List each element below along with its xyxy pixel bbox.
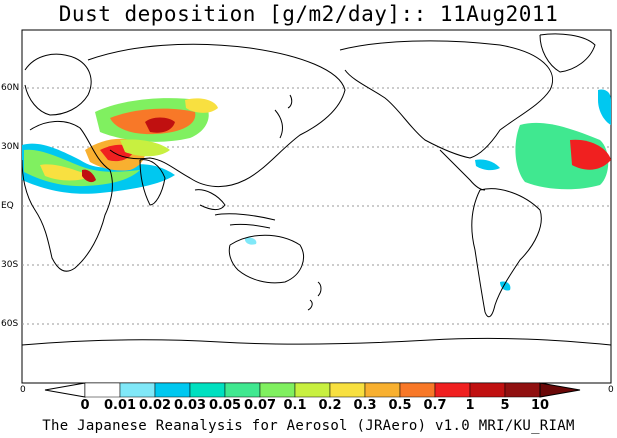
dust-field-taklimakan [145,117,175,133]
colorbar-label: 0.3 [353,398,377,413]
colorbar-label: 0.2 [318,398,342,413]
colorbar-cell [224,382,261,398]
colorbar-label: 0.03 [173,398,207,413]
colorbar-cell [154,382,191,398]
colorbar-label: 0.7 [423,398,447,413]
colorbar-label: 0.1 [283,398,307,413]
colorbar-label: 0.5 [388,398,412,413]
colorbar-cell [189,382,226,398]
colorbar-label: 0.02 [138,398,172,413]
colorbar-cell [399,382,436,398]
colorbar-label: 0 [80,398,90,413]
coast-japan [274,94,293,139]
colorbar-cell [364,382,401,398]
coast-north-america [339,40,553,159]
colorbar-cell [294,382,331,398]
colorbar-label: 5 [500,398,510,413]
colorbar-label: 0.05 [208,398,242,413]
dust-field-mongolia [185,98,218,113]
dust-field-atlantic-core [570,139,611,170]
coast-south-america [471,188,542,318]
colorbar-label: 0.01 [103,398,137,413]
dust-field-atlantic [515,122,609,190]
coast-newzealand [307,281,322,311]
colorbar-cell [119,382,156,398]
dust-deposition-field [22,89,611,291]
coast-australia [228,234,304,284]
dust-field-west-africa [598,89,611,125]
colorbar-label: 0.07 [243,398,277,413]
colorbar-arrow-left [44,382,86,398]
dust-field-thar [120,139,170,157]
colorbar-cell [434,382,471,398]
coast-greenland [539,33,596,73]
coast-antarctica [21,337,612,346]
colorbar-cell [329,382,366,398]
lat-label-60s: 60S [1,319,19,329]
coast-europe [24,53,92,116]
coast-seasia [194,189,226,210]
lon-label-left: 0 [20,385,26,395]
lat-label-60n: 60N [1,83,20,93]
lon-label-right: 0 [608,385,614,395]
coastlines [21,33,612,346]
coast-india [139,159,166,206]
colorbar-cell [469,382,506,398]
colorbar-label: 1 [465,398,475,413]
colorbar-cell [504,382,541,398]
coast-central-america [439,149,486,191]
coast-asia [87,43,346,187]
coast-africa [21,121,113,272]
colorbar-label: 10 [530,398,550,413]
dust-field-caribbean [475,159,500,171]
dust-field-sahara-inner [40,164,92,181]
credit-line: The Japanese Reanalysis for Aerosol (JRA… [42,418,575,434]
lat-label-30s: 30S [1,260,19,270]
lat-label-eq: EQ [1,201,14,211]
coast-indonesia [214,213,276,229]
colorbar-cell [259,382,296,398]
lat-gridlines [22,87,611,325]
colorbar-cell [84,382,121,398]
lat-label-30n: 30N [1,142,20,152]
dust-field-redsea [82,169,96,183]
colorbar-arrow-right [539,382,581,398]
map-title: Dust deposition [g/m2/day]:: 11Aug2011 [58,2,559,26]
dust-field-australia [244,237,257,245]
